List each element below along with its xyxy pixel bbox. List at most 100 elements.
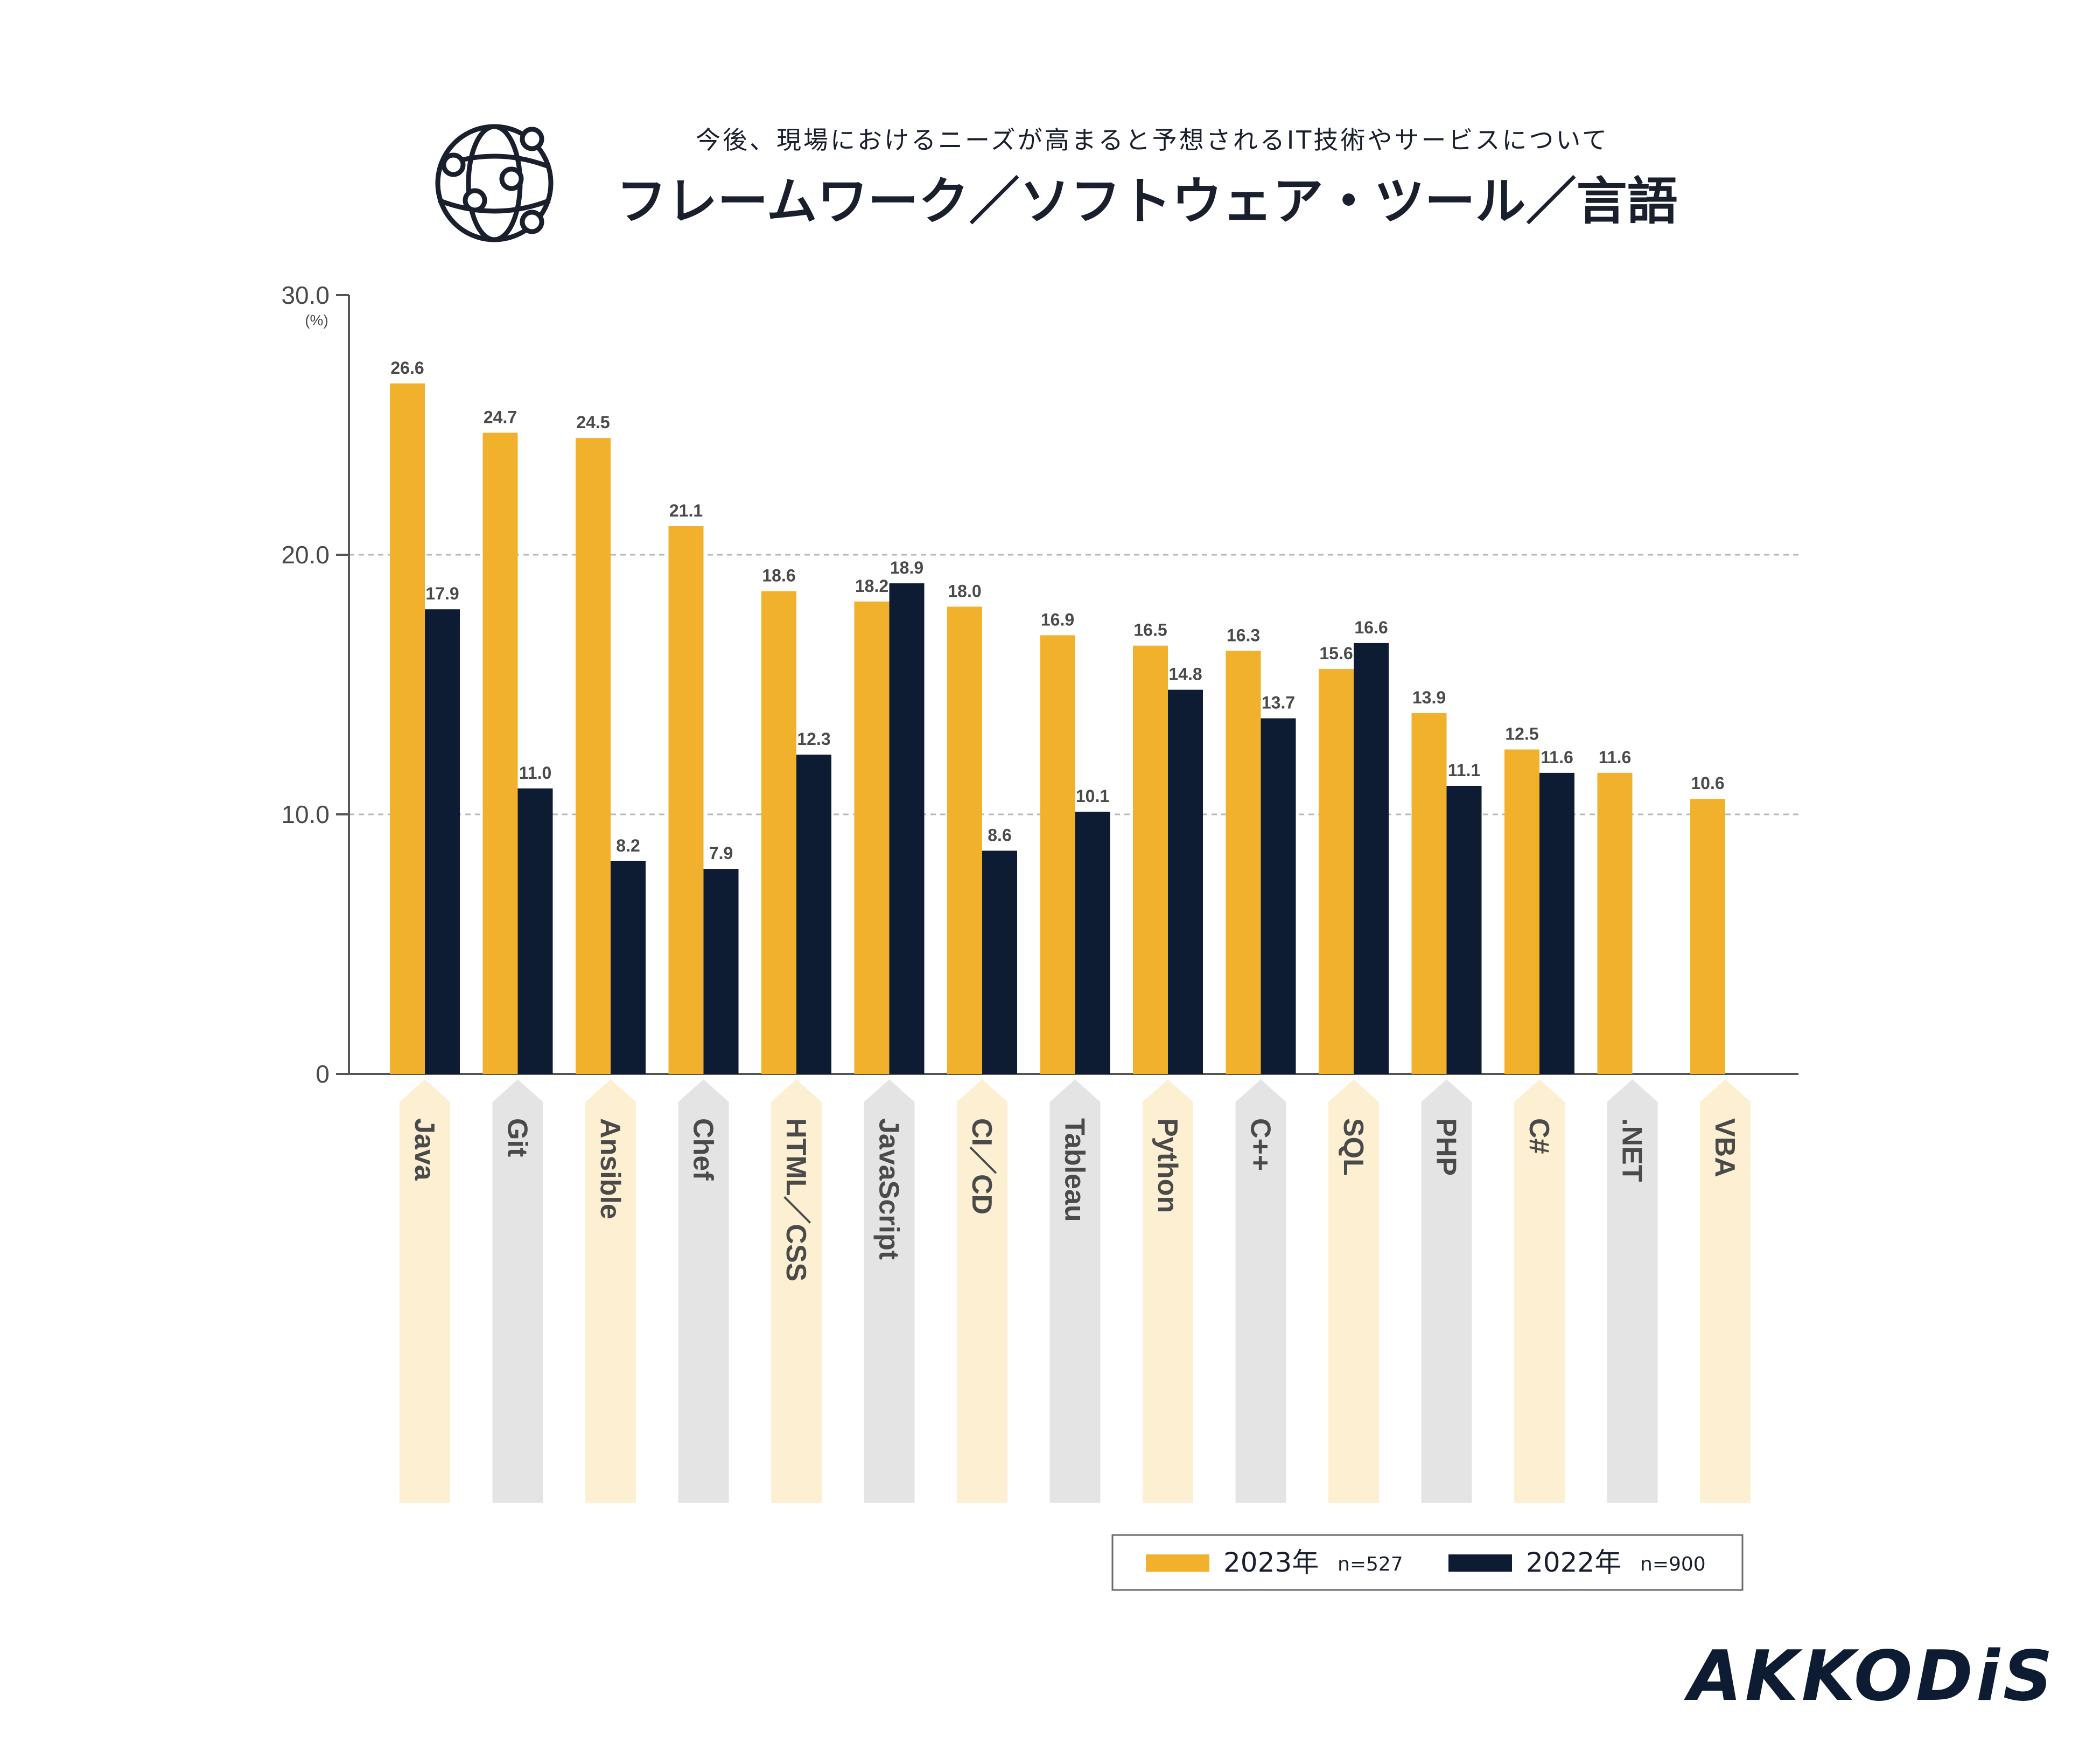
category-arrow-3 (678, 1079, 729, 1503)
category-label-10: SQL (1338, 1118, 1369, 1176)
category-label-11: PHP (1431, 1118, 1462, 1176)
legend-label-2023: 2023年 (1223, 1547, 1319, 1578)
bar-2023-9 (1226, 651, 1261, 1074)
category-arrow-7 (1049, 1079, 1101, 1503)
bar-2022-6 (982, 850, 1017, 1074)
legend-swatch-2022 (1448, 1554, 1512, 1572)
data-label-2023-9: 16.3 (1227, 625, 1260, 645)
bar-2022-0 (425, 609, 460, 1074)
category-arrow-12 (1514, 1079, 1565, 1503)
category-arrow-8 (1143, 1079, 1193, 1503)
bar-2022-1 (517, 788, 553, 1074)
data-label-2022-4: 12.3 (797, 729, 830, 749)
bar-2022-10 (1354, 643, 1389, 1074)
category-arrow-2 (585, 1079, 636, 1503)
data-label-2022-7: 10.1 (1076, 786, 1109, 806)
data-label-2022-10: 16.6 (1354, 618, 1388, 637)
logo-text: AKKODiS (1684, 1636, 2056, 1717)
category-arrow-11 (1421, 1079, 1472, 1503)
category-label-5: JavaScript (873, 1118, 905, 1260)
bar-2023-2 (576, 438, 611, 1074)
bar-2022-12 (1539, 772, 1574, 1074)
bar-2023-10 (1319, 669, 1354, 1074)
bar-2023-1 (482, 432, 518, 1075)
data-label-2023-1: 24.7 (484, 407, 517, 427)
data-label-2022-5: 18.9 (890, 558, 923, 577)
data-label-2023-10: 15.6 (1319, 644, 1353, 663)
y-tick-label-0: 0 (316, 1060, 330, 1088)
category-arrow-13 (1607, 1079, 1658, 1503)
bar-2022-4 (796, 755, 831, 1074)
category-label-1: Git (502, 1118, 533, 1157)
bar-2023-8 (1133, 645, 1168, 1074)
data-labels: 26.6 24.7 24.5 21.1 18.6 18.2 18.0 16.9 16.5 16.3… (390, 358, 1724, 863)
y-tick-label-1: 10.0 (281, 800, 330, 828)
bar-2023-13 (1597, 772, 1633, 1074)
bar-2022-5 (889, 583, 925, 1074)
data-label-2022-6: 8.6 (988, 825, 1011, 845)
category-arrow-14 (1700, 1079, 1751, 1503)
category-label-12: C# (1523, 1118, 1555, 1154)
data-label-2023-7: 16.9 (1041, 610, 1074, 629)
bar-2022-2 (611, 861, 646, 1074)
category-label-7: Tableau (1059, 1118, 1090, 1222)
chart-subtitle: 今後、現場におけるニーズが高まると予想されるIT技術やサービスについて (696, 125, 1609, 155)
category-label-9: C++ (1245, 1118, 1276, 1171)
data-label-2023-13: 11.6 (1599, 748, 1632, 767)
bar-2023-11 (1411, 713, 1447, 1074)
category-arrow-6 (957, 1079, 1007, 1503)
data-label-2022-1: 11.0 (519, 763, 552, 783)
category-label-0: Java (409, 1118, 440, 1181)
category-label-2: Ansible (594, 1118, 626, 1219)
category-arrow-4 (771, 1079, 822, 1503)
bar-2022-3 (703, 869, 739, 1074)
legend-label-2022: 2022年 (1526, 1547, 1621, 1578)
category-arrow-5 (864, 1079, 915, 1503)
bars (390, 383, 1725, 1075)
y-tick-label-3: 30.0 (281, 281, 330, 309)
category-arrow-0 (400, 1079, 450, 1503)
category-arrow-10 (1328, 1079, 1379, 1503)
y-axis-unit-label: (%) (305, 312, 328, 329)
data-label-2022-8: 14.8 (1168, 665, 1202, 684)
bar-2023-0 (390, 383, 425, 1074)
data-label-2022-11: 11.1 (1448, 761, 1481, 780)
category-arrow-1 (492, 1079, 543, 1503)
category-label-13: .NET (1616, 1118, 1648, 1182)
globe-icon (435, 124, 554, 242)
data-label-2023-8: 16.5 (1133, 620, 1167, 640)
data-label-2023-0: 26.6 (390, 358, 424, 378)
bar-2022-11 (1446, 785, 1482, 1074)
data-label-2023-4: 18.6 (762, 566, 795, 585)
category-label-3: Chef (688, 1118, 719, 1181)
category-labels: Java Git Ansible Chef HTML／CSS JavaScript CI／C… (409, 1118, 1740, 1281)
data-label-2023-5: 18.2 (855, 576, 888, 596)
data-label-2023-3: 21.1 (669, 501, 703, 520)
bar-2022-7 (1075, 812, 1110, 1074)
legend: 2023年 n=527 2022年 n=900 (1111, 1534, 1744, 1591)
category-label-14: VBA (1709, 1118, 1740, 1177)
category-arrow-9 (1235, 1079, 1286, 1503)
category-label-4: HTML／CSS (780, 1118, 811, 1281)
category-label-6: CI／CD (966, 1118, 997, 1215)
bar-2023-3 (668, 526, 704, 1074)
data-label-2023-11: 13.9 (1412, 688, 1446, 707)
akkodis-logo: AKKODiS (1684, 1636, 2056, 1717)
data-label-2023-6: 18.0 (948, 581, 981, 601)
data-label-2022-12: 11.6 (1541, 748, 1573, 767)
chart-title: フレームワーク／ソフトウェア・ツール／言語 (616, 172, 1677, 231)
y-tick-label-2: 20.0 (281, 541, 330, 569)
legend-box (1111, 1534, 1744, 1591)
data-label-2023-12: 12.5 (1505, 724, 1538, 744)
bar-2023-5 (854, 601, 890, 1074)
bar-2023-7 (1040, 635, 1075, 1074)
header: 今後、現場におけるニーズが高まると予想されるIT技術やサービスについて フレーム… (435, 124, 1678, 242)
legend-n-2022: n=900 (1640, 1553, 1706, 1575)
bar-2023-4 (761, 591, 796, 1074)
data-label-2022-2: 8.2 (616, 836, 640, 855)
data-label-2022-9: 13.7 (1262, 693, 1295, 713)
legend-swatch-2023 (1146, 1554, 1209, 1572)
category-label-8: Python (1152, 1118, 1183, 1213)
legend-n-2023: n=527 (1338, 1553, 1403, 1575)
